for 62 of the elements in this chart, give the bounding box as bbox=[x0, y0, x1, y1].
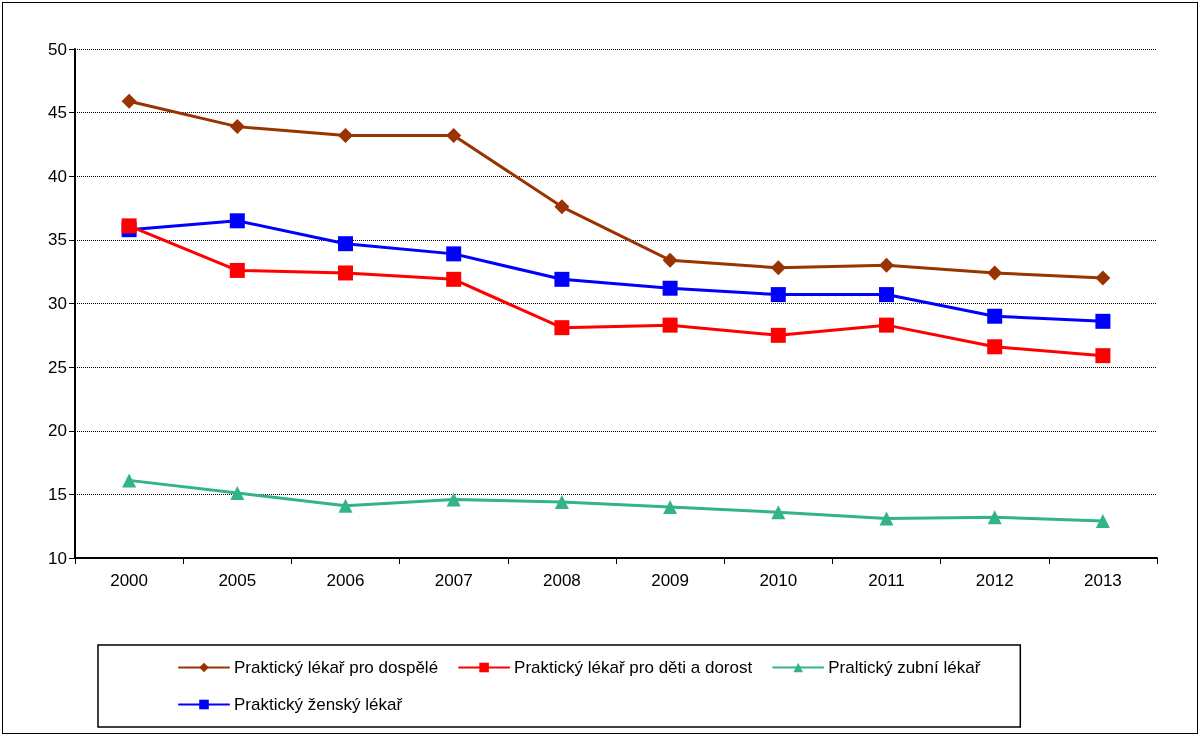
x-tick-label: 2010 bbox=[759, 571, 798, 590]
point bbox=[987, 339, 1003, 355]
point bbox=[554, 271, 570, 287]
y-tick-label: 25 bbox=[48, 357, 67, 377]
point bbox=[987, 308, 1003, 324]
point bbox=[1095, 313, 1111, 329]
point bbox=[662, 317, 678, 333]
y-tick-label: 45 bbox=[48, 103, 67, 123]
point bbox=[121, 93, 137, 109]
point bbox=[879, 257, 894, 273]
point bbox=[229, 213, 245, 229]
point bbox=[554, 495, 569, 510]
point bbox=[446, 128, 462, 144]
legend-label: Praktický lékař pro děti a dorost bbox=[514, 658, 753, 677]
point bbox=[1095, 348, 1111, 364]
x-tick-label: 2009 bbox=[651, 571, 690, 590]
x-tick-label: 2008 bbox=[542, 571, 581, 590]
point bbox=[121, 218, 137, 234]
y-tick-label: 40 bbox=[48, 166, 67, 186]
x-tick-label: 2007 bbox=[434, 571, 473, 590]
point bbox=[446, 246, 462, 262]
point bbox=[879, 317, 894, 333]
point bbox=[879, 287, 894, 303]
point bbox=[987, 510, 1002, 525]
point bbox=[1095, 514, 1110, 529]
y-tick-label: 35 bbox=[48, 230, 67, 250]
y-tick-label: 10 bbox=[48, 548, 67, 568]
point bbox=[662, 280, 678, 296]
point bbox=[446, 271, 462, 287]
point bbox=[229, 262, 245, 278]
point bbox=[338, 265, 353, 281]
point bbox=[771, 505, 786, 520]
x-tick-label: 2000 bbox=[110, 571, 149, 590]
y-tick-label: 50 bbox=[48, 39, 67, 59]
point bbox=[987, 265, 1003, 281]
point bbox=[663, 500, 678, 515]
x-tick-label: 2013 bbox=[1083, 571, 1122, 590]
legend-label: Praktický lékař pro dospělé bbox=[234, 658, 439, 677]
point bbox=[554, 199, 570, 215]
point bbox=[770, 260, 786, 276]
point bbox=[338, 236, 353, 252]
point bbox=[770, 327, 786, 343]
point bbox=[122, 473, 137, 488]
legend-label: Praltický zubní lékař bbox=[828, 658, 981, 677]
point bbox=[338, 498, 353, 513]
legend-label: Praktický ženský lékař bbox=[234, 695, 403, 714]
x-tick-label: 2005 bbox=[218, 571, 257, 590]
point bbox=[770, 287, 786, 303]
point bbox=[662, 252, 678, 268]
x-tick-label: 2006 bbox=[326, 571, 365, 590]
point bbox=[879, 511, 894, 526]
point bbox=[338, 128, 353, 144]
x-tick-label: 2011 bbox=[868, 571, 905, 590]
y-tick-label: 30 bbox=[48, 294, 67, 313]
point bbox=[554, 320, 570, 336]
point bbox=[1095, 270, 1111, 286]
y-tick-label: 20 bbox=[48, 421, 67, 441]
point bbox=[229, 119, 245, 135]
point bbox=[446, 492, 461, 507]
y-tick-label: 15 bbox=[48, 484, 67, 504]
x-tick-label: 2012 bbox=[975, 571, 1014, 590]
point bbox=[230, 486, 245, 501]
